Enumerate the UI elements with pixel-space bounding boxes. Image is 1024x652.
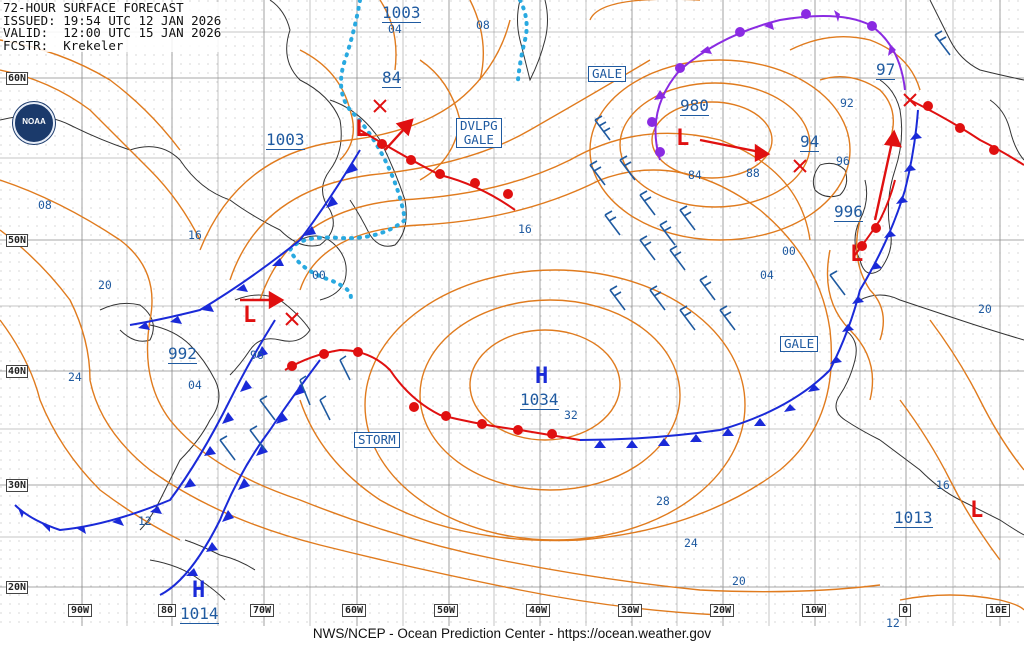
lat-label: 60N xyxy=(6,72,29,85)
isobar-label: 84 xyxy=(382,68,402,88)
isobar-label: 08 xyxy=(38,198,52,212)
lon-label: 90W xyxy=(68,604,93,617)
low-symbol: L xyxy=(355,117,369,142)
low-symbol: L xyxy=(243,303,257,328)
dot-grid xyxy=(0,0,1024,626)
noaa-logo: NOAA xyxy=(13,102,55,144)
header-title: 72-HOUR SURFACE FORECAST xyxy=(3,0,184,15)
lat-label: 40N xyxy=(6,365,29,378)
isobar-label: 96 xyxy=(836,154,850,168)
lon-label: 0 xyxy=(899,604,912,617)
isobar-label: 00 xyxy=(312,268,326,282)
lon-label: 10E xyxy=(986,604,1011,617)
low-symbol: L xyxy=(970,498,984,523)
lon-label: 20W xyxy=(710,604,735,617)
low-pressure-value: 980 xyxy=(680,96,709,116)
isobar-label: 12 xyxy=(886,616,900,630)
isobar-label: 04 xyxy=(188,378,202,392)
header-valid: VALID: 12:00 UTC 15 JAN 2026 xyxy=(3,25,222,41)
isobar-label: 04 xyxy=(760,268,774,282)
cold-fronts xyxy=(14,109,919,596)
isobar-label: 28 xyxy=(656,494,670,508)
isobar-label: 24 xyxy=(684,536,698,550)
forecast-header: 72-HOUR SURFACE FORECAST ISSUED: 19:54 UT… xyxy=(3,0,222,53)
lon-label: 60W xyxy=(342,604,367,617)
low-symbol: L xyxy=(676,126,690,151)
gale-warning-label: GALE xyxy=(588,66,627,82)
movement-arrows xyxy=(240,118,902,310)
developing-gale-label: DVLPG GALE xyxy=(456,118,502,148)
isobar-label: 92 xyxy=(840,96,854,110)
isobar-label: 32 xyxy=(564,408,578,422)
low-pressure-value: 992 xyxy=(168,344,197,364)
lat-label: 30N xyxy=(6,479,29,492)
storm-warning-label: STORM xyxy=(354,432,400,448)
lon-label: 10W xyxy=(802,604,827,617)
isobar-label: 97 xyxy=(876,60,896,80)
high-symbol: H xyxy=(535,364,549,389)
lat-label: 20N xyxy=(6,581,29,594)
lat-label: 50N xyxy=(6,234,29,247)
gale-warning-label: GALE xyxy=(780,336,819,352)
isobar-label: 04 xyxy=(388,22,402,36)
isobar-label: 84 xyxy=(688,168,702,182)
warm-front-bumps xyxy=(287,101,999,439)
isobar-label: 20 xyxy=(98,278,112,292)
x-markers xyxy=(285,93,917,326)
low-pressure-value: 1003 xyxy=(382,3,421,23)
isobar-label: 88 xyxy=(746,166,760,180)
isobar-label: 20 xyxy=(732,574,746,588)
lon-label: 70W xyxy=(250,604,275,617)
header-forecaster: FCSTR: Krekeler xyxy=(3,37,124,53)
high-pressure-value: 1034 xyxy=(520,390,559,410)
developing-gale-line2: GALE xyxy=(463,132,494,147)
cold-front-triangles xyxy=(18,132,922,576)
isobar-label: 24 xyxy=(68,370,82,384)
occluded-front xyxy=(647,9,906,161)
high-symbol: H xyxy=(192,578,206,603)
isobar-label: 12 xyxy=(138,514,152,528)
lon-label: 50W xyxy=(434,604,459,617)
header-issued: ISSUED: 19:54 UTC 12 JAN 2026 xyxy=(3,12,222,28)
isobar-label: 00 xyxy=(782,244,796,258)
low-pressure-value: 1003 xyxy=(266,130,305,150)
developing-gale-line1: DVLPG xyxy=(460,118,498,133)
wind-barbs xyxy=(219,30,951,461)
isobar-label: 08 xyxy=(476,18,490,32)
low-pressure-value: 1013 xyxy=(894,508,933,528)
noaa-logo-text: NOAA xyxy=(22,117,46,126)
low-pressure-value: 996 xyxy=(834,202,863,222)
isobar-label: 20 xyxy=(978,302,992,316)
isobar-label: 94 xyxy=(800,132,820,152)
footer-credit: NWS/NCEP - Ocean Prediction Center - htt… xyxy=(312,626,712,641)
ice-edge xyxy=(287,0,529,302)
isobar-label: 16 xyxy=(936,478,950,492)
lon-label: 40W xyxy=(526,604,551,617)
low-symbol: L xyxy=(850,242,864,267)
isobar-label: 16 xyxy=(188,228,202,242)
isobar-label: 16 xyxy=(518,222,532,236)
lon-label: 30W xyxy=(618,604,643,617)
lon-label: 80 xyxy=(158,604,177,617)
high-pressure-value: 1014 xyxy=(180,604,219,624)
isobar-label: 96 xyxy=(250,348,264,362)
